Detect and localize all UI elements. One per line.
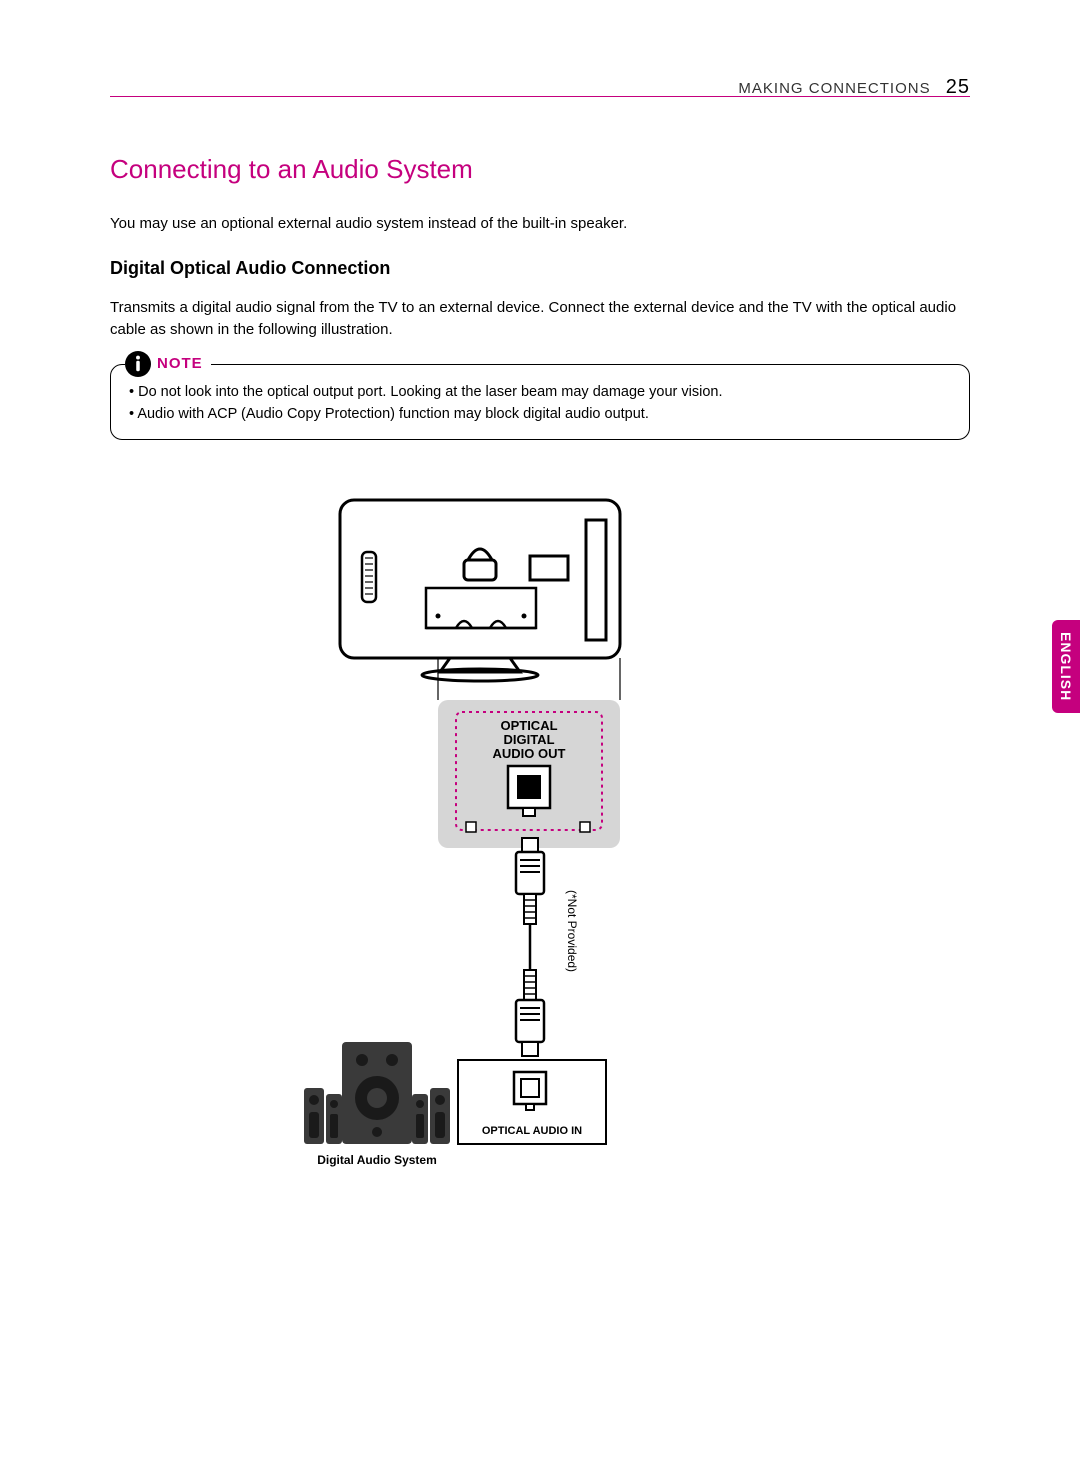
subsection-text: Transmits a digital audio signal from th… xyxy=(110,297,970,342)
audio-in-panel: OPTICAL AUDIO IN xyxy=(458,1060,606,1144)
note-box: NOTE Do not look into the optical output… xyxy=(110,364,970,441)
connection-diagram: OPTICAL DIGITAL AUDIO OUT xyxy=(280,490,800,1215)
subsection-title: Digital Optical Audio Connection xyxy=(110,258,970,279)
optical-cable-icon xyxy=(516,838,544,1056)
speaker-system-icon xyxy=(304,1042,450,1144)
info-icon xyxy=(125,351,151,377)
note-item: Do not look into the optical output port… xyxy=(129,381,951,403)
port-label-1: OPTICAL xyxy=(500,718,557,733)
header-rule xyxy=(110,96,970,97)
intro-text: You may use an optional external audio s… xyxy=(110,213,970,236)
page-number: 25 xyxy=(946,76,970,98)
port-detail-panel: OPTICAL DIGITAL AUDIO OUT xyxy=(438,700,620,848)
port-label-3: AUDIO OUT xyxy=(493,746,566,761)
note-item: Audio with ACP (Audio Copy Protection) f… xyxy=(129,403,951,425)
language-tab: ENGLISH xyxy=(1052,620,1080,713)
page-title: Connecting to an Audio System xyxy=(110,154,970,185)
section-name: MAKING CONNECTIONS xyxy=(738,80,930,97)
system-caption: Digital Audio System xyxy=(317,1153,437,1167)
note-label: NOTE xyxy=(157,355,203,372)
input-label: OPTICAL AUDIO IN xyxy=(482,1125,582,1137)
tv-back-icon xyxy=(340,500,620,681)
note-header: NOTE xyxy=(125,351,211,377)
note-list: Do not look into the optical output port… xyxy=(129,381,951,426)
cable-note: (*Not Provided) xyxy=(565,890,579,972)
port-label-2: DIGITAL xyxy=(503,732,554,747)
